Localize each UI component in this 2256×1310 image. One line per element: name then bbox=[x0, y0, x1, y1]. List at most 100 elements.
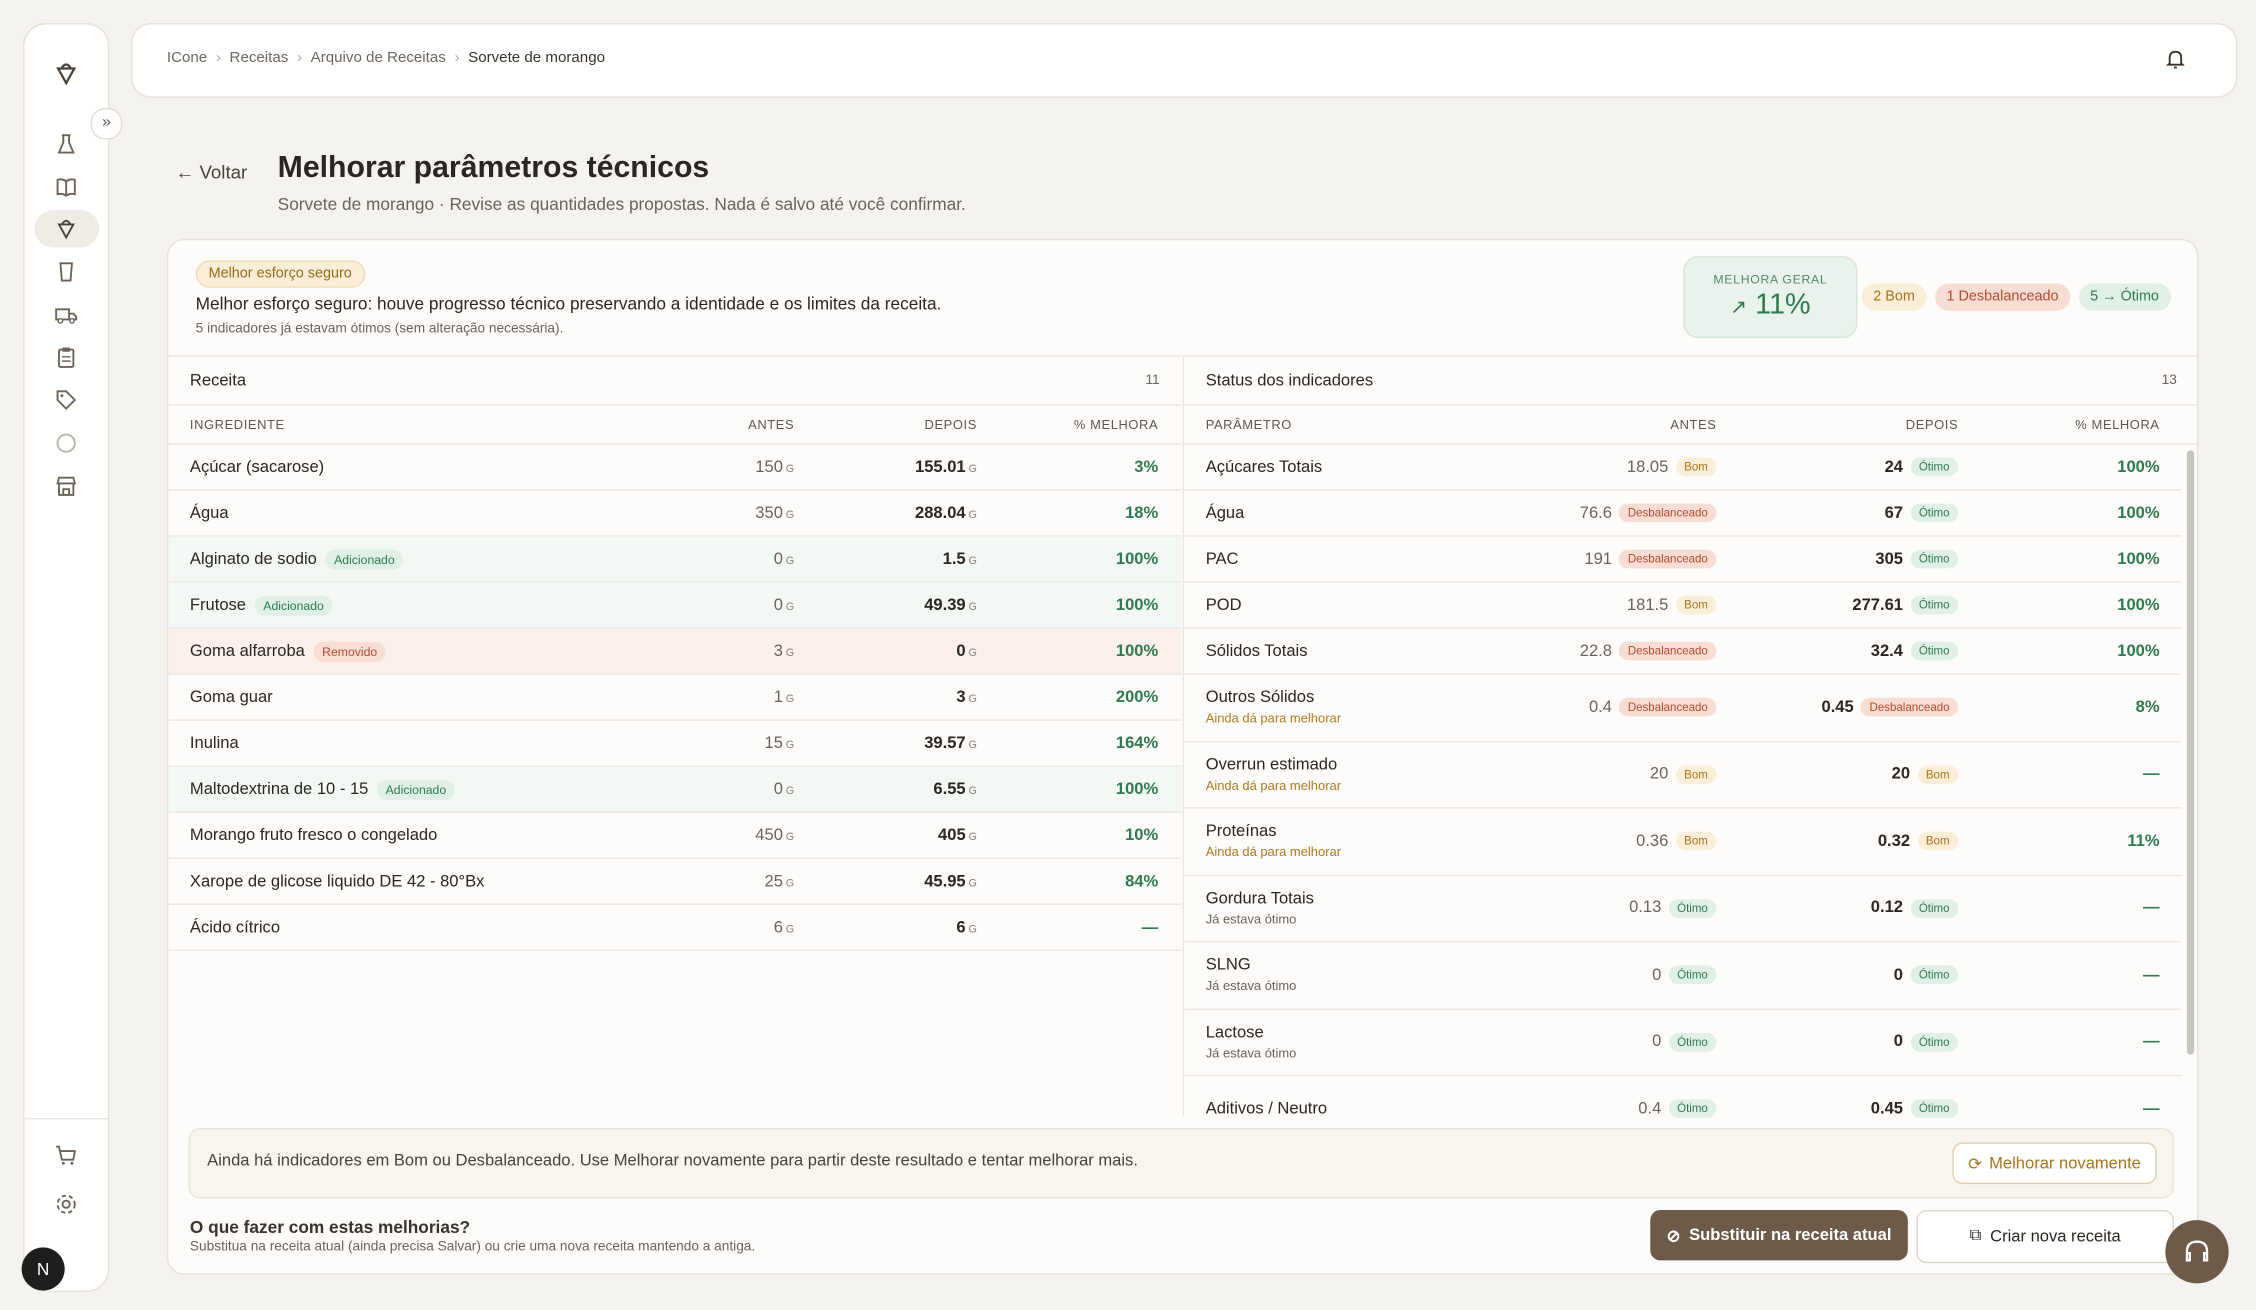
column-header: % MELHORA bbox=[2075, 417, 2160, 432]
nav-book[interactable] bbox=[55, 176, 78, 199]
breadcrumb-separator: › bbox=[454, 48, 460, 67]
create-label[interactable]: Criar nova receita bbox=[1990, 1227, 2121, 1246]
indicator-row: PAC 191 Desbalanceado 305 Ótimo 100% bbox=[1184, 537, 2182, 583]
status-chip: 5 → Ótimo bbox=[2078, 283, 2171, 311]
breadcrumb-item[interactable]: Arquivo de Receitas bbox=[310, 48, 446, 67]
status-badge: Desbalanceado bbox=[1619, 503, 1717, 523]
before-value: 181.5 bbox=[1626, 596, 1669, 614]
nav-settings[interactable] bbox=[55, 1193, 78, 1216]
before-value: 450 bbox=[755, 826, 783, 844]
trend-icon: ↗ bbox=[1730, 294, 1748, 318]
parameter-name: Aditivos / Neutro bbox=[1205, 1100, 1328, 1118]
parameter-note: Ainda dá para melhorar bbox=[1205, 778, 1342, 793]
help-button[interactable] bbox=[2165, 1220, 2229, 1284]
after-value: 6 bbox=[956, 918, 966, 936]
improvement-value: 100% bbox=[2117, 458, 2160, 476]
after-cell: 0.45 Ótimo bbox=[1716, 1099, 1959, 1118]
column-header: % MELHORA bbox=[1073, 417, 1159, 432]
user-avatar[interactable]: N bbox=[21, 1247, 65, 1291]
status-badge: Ótimo bbox=[1910, 898, 1959, 918]
improvement-value: 84% bbox=[1125, 872, 1159, 890]
nav-recipe[interactable] bbox=[55, 217, 78, 240]
summary-note: 5 indicadores já estavam ótimos (sem alt… bbox=[195, 320, 564, 337]
overall-value: ↗ 11% bbox=[1685, 289, 1856, 322]
ingredient-cell: Frutose Adicionado bbox=[190, 594, 650, 616]
nav-mix[interactable] bbox=[55, 432, 78, 455]
page-subtitle: Sorvete de morango · Revise as quantidad… bbox=[277, 194, 966, 215]
improvement-value: 3% bbox=[1134, 458, 1159, 476]
indicator-row: Açúcares Totais 18.05 Bom 24 Ótimo 100% bbox=[1184, 445, 2182, 491]
after-value: 0.32 bbox=[1877, 832, 1911, 850]
before-cell: 191 Desbalanceado bbox=[1565, 549, 1717, 569]
before-value: 25 bbox=[764, 872, 783, 890]
panel-title: Receita bbox=[189, 371, 247, 390]
nav-clipboard[interactable] bbox=[55, 345, 78, 368]
status-badge: Ótimo bbox=[1910, 1099, 1959, 1118]
create-button[interactable]: ⧉ Criar nova receita bbox=[1916, 1210, 2174, 1264]
nav-store[interactable] bbox=[55, 475, 78, 498]
back-label[interactable]: Voltar bbox=[199, 161, 248, 183]
status-badge: Ótimo bbox=[1910, 457, 1959, 477]
nav-tag[interactable] bbox=[55, 388, 78, 411]
after-cell: 32.4 Ótimo bbox=[1716, 641, 1959, 661]
after-value: 0.12 bbox=[1870, 899, 1904, 917]
nav-truck[interactable] bbox=[55, 304, 78, 327]
retry-button[interactable]: ⟳ Melhorar novamente bbox=[1952, 1142, 2157, 1185]
indicator-row: Lactose Já estava ótimo 0 Ótimo 0 Ótimo — bbox=[1184, 1009, 2182, 1077]
parameter-cell: Lactose Já estava ótimo bbox=[1206, 1024, 1566, 1060]
ingredient-name: Açúcar (sacarose) bbox=[189, 458, 325, 476]
replace-button[interactable]: ⊘ Substituir na receita atual bbox=[1650, 1210, 1908, 1261]
parameter-note: Já estava ótimo bbox=[1205, 978, 1297, 994]
parameter-name: Água bbox=[1205, 504, 1245, 522]
status-badge: Ótimo bbox=[1910, 549, 1959, 569]
breadcrumb-item[interactable]: ICone bbox=[166, 48, 208, 67]
unit: G bbox=[785, 645, 795, 659]
before-cell: 350 G bbox=[650, 504, 794, 521]
sidebar-divider bbox=[24, 1117, 108, 1120]
improvement-value: 100% bbox=[1115, 642, 1159, 660]
collapse-toggle[interactable]: » bbox=[90, 107, 123, 140]
ingredient-cell: Goma alfarroba Removido bbox=[190, 640, 650, 662]
retry-label[interactable]: Melhorar novamente bbox=[1989, 1154, 2141, 1172]
ingredient-cell: Água bbox=[190, 504, 650, 521]
after-cell: 20 Bom bbox=[1716, 765, 1959, 784]
back-button[interactable]: ← Voltar bbox=[175, 161, 248, 183]
improvement-value: 100% bbox=[1115, 550, 1159, 568]
check-icon: ⊘ bbox=[1666, 1227, 1681, 1246]
unit: G bbox=[785, 783, 795, 797]
nav-lab[interactable] bbox=[55, 132, 78, 155]
replace-label[interactable]: Substituir na receita atual bbox=[1689, 1226, 1892, 1244]
before-value: 0.4 bbox=[1638, 1100, 1662, 1118]
indicator-row: Outros Sólidos Ainda dá para melhorar 0.4 D… bbox=[1184, 675, 2182, 742]
summary-message: Melhor esforço seguro: houve progresso t… bbox=[195, 293, 942, 314]
after-value: 32.4 bbox=[1870, 642, 1904, 660]
after-value: 0.45 bbox=[1870, 1100, 1904, 1118]
unit: G bbox=[968, 875, 977, 889]
before-value: 150 bbox=[755, 458, 783, 476]
ingredient-cell: Maltodextrina de 10 - 15 Adicionado bbox=[190, 779, 650, 800]
parameter-cell: Água bbox=[1206, 504, 1566, 521]
column-header: ANTES bbox=[748, 417, 795, 432]
summary-badge: Melhor esforço seguro bbox=[195, 260, 365, 288]
parameter-name: Gordura Totais bbox=[1205, 890, 1314, 908]
unit: G bbox=[968, 461, 977, 475]
nav-cart[interactable] bbox=[55, 1144, 78, 1167]
before-cell: 20 Bom bbox=[1565, 765, 1717, 784]
breadcrumb-item[interactable]: Sorvete de morango bbox=[468, 48, 606, 67]
recipe-row: Goma alfarroba Removido 3 G 0 G 100% bbox=[168, 628, 1182, 675]
after-value: 67 bbox=[1884, 504, 1904, 522]
status-chip: 2 Bom bbox=[1861, 283, 1927, 311]
recipe-panel: Receita 11 INGREDIENTE ANTES DEPOIS % MELHOR… bbox=[168, 355, 1182, 1116]
bell-icon[interactable] bbox=[2164, 47, 2187, 70]
unit: G bbox=[785, 921, 795, 935]
scrollbar[interactable] bbox=[2186, 450, 2195, 1055]
unit: G bbox=[785, 507, 795, 521]
recipe-row: Ácido cítrico 6 G 6 G — bbox=[168, 905, 1182, 952]
indicator-row: Água 76.6 Desbalanceado 67 Ótimo 100% bbox=[1184, 491, 2182, 537]
nav-glass[interactable] bbox=[55, 260, 78, 283]
status-badge: Desbalanceado bbox=[1619, 549, 1717, 569]
breadcrumb-item[interactable]: Receitas bbox=[229, 48, 289, 67]
